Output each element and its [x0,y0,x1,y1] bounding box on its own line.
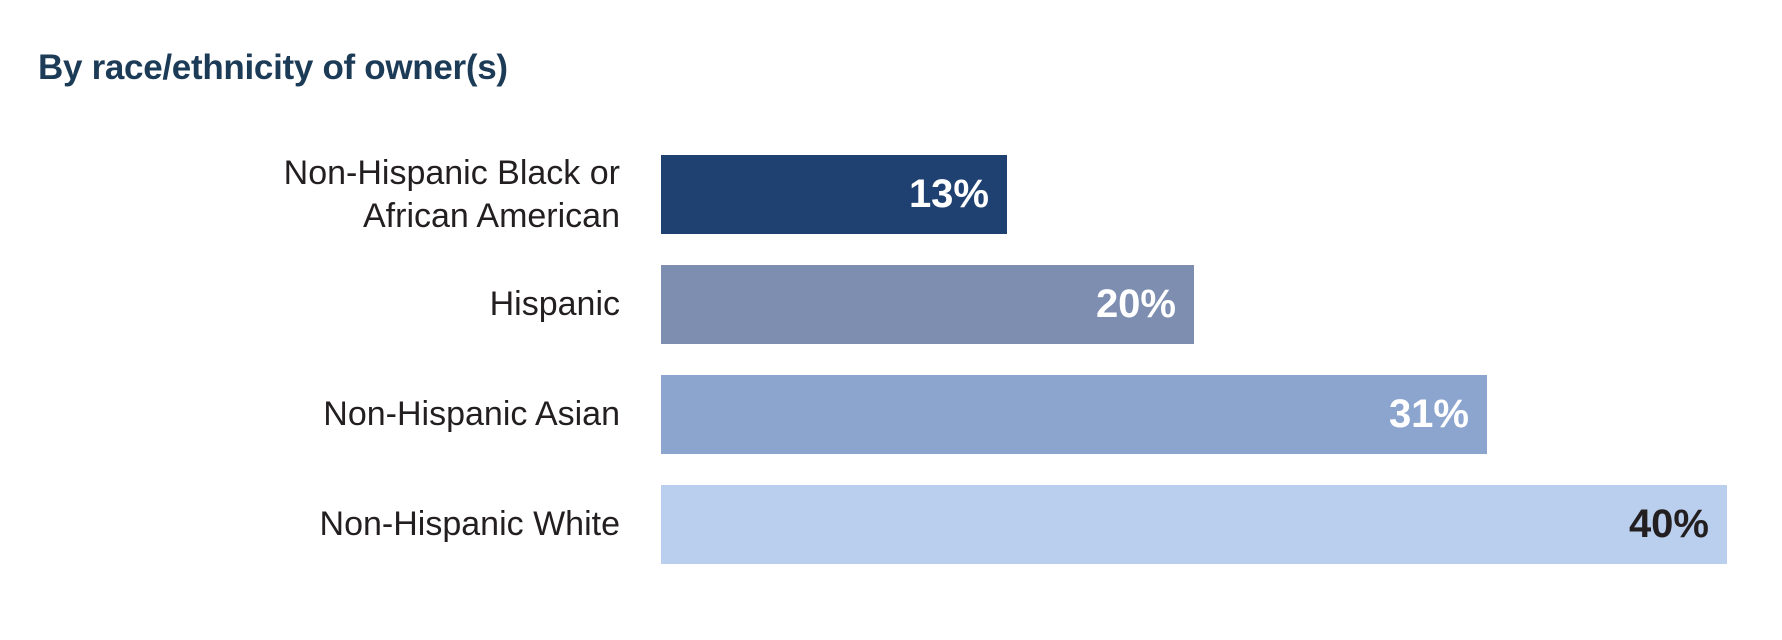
bar: 40% [661,485,1727,564]
bar-value-label: 31% [1388,392,1469,436]
chart-title: By race/ethnicity of owner(s) [38,48,508,87]
chart-row: Non-Hispanic White 40% [0,485,1782,564]
chart-row: Non-Hispanic Black or African American 13… [0,153,1782,235]
bar-value-label: 20% [1095,282,1176,326]
chart-row: Non-Hispanic Asian 31% [0,375,1782,454]
category-label: Non-Hispanic Asian [323,395,620,434]
category-label: Non-Hispanic White [319,505,620,544]
category-label: Non-Hispanic Black or African American [283,153,620,235]
chart-row: Hispanic 20% [0,265,1782,344]
bar: 31% [661,375,1487,454]
bar: 13% [661,155,1007,234]
bar: 20% [661,265,1194,344]
bar-value-label: 40% [1628,502,1709,546]
category-label: Hispanic [489,285,620,324]
bar-value-label: 13% [908,172,989,216]
